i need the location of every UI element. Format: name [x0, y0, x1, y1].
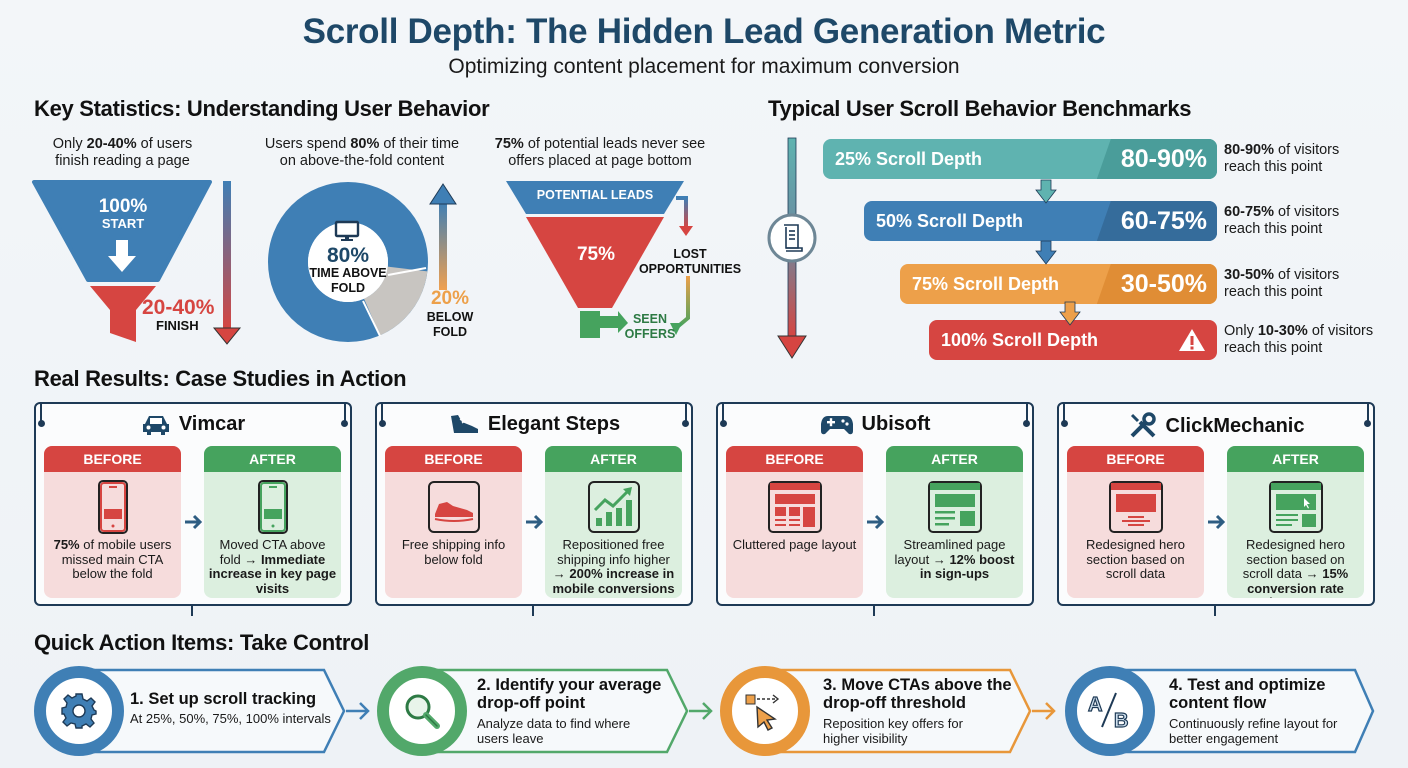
benchmark-bar-75: 75% Scroll Depth 30-50% — [900, 264, 1217, 304]
funnel-finish-label: FINISH — [156, 318, 199, 333]
after-panel: AFTER Streamlined page layout → 12% boos… — [886, 446, 1023, 598]
donut-center-value: 80% — [326, 244, 370, 267]
benchmark-bar-25: 25% Scroll Depth 80-90% — [823, 139, 1217, 179]
mobile-phone-icon — [257, 480, 288, 534]
benchmarks-heading: Typical User Scroll Behavior Benchmarks — [768, 96, 1192, 121]
page-title: Scroll Depth: The Hidden Lead Generation… — [302, 12, 1106, 51]
warning-icon — [1179, 329, 1205, 351]
donut-side-value: 20% — [430, 288, 470, 309]
right-arrow-icon — [867, 514, 885, 530]
page-subtitle: Optimizing content placement for maximum… — [448, 55, 960, 78]
before-panel: BEFORE Redesigned hero section based on … — [1067, 446, 1204, 598]
wrench-screwdriver-icon — [1130, 412, 1156, 438]
magnifier-icon — [405, 694, 440, 729]
donut-side-label: BELOW FOLD — [426, 310, 474, 339]
after-panel: AFTER Moved CTA above fold → Immediate i… — [204, 446, 341, 598]
clean-layout-icon — [927, 481, 982, 533]
seen-offers-label: SEEN OFFERS — [624, 312, 676, 341]
down-arrow-icon — [1035, 179, 1057, 204]
car-icon — [142, 416, 169, 435]
growth-chart-icon — [587, 481, 640, 533]
cluttered-layout-icon — [767, 481, 822, 533]
benchmark-bar-50: 50% Scroll Depth 60-75% — [864, 201, 1217, 241]
hero-click-icon — [1268, 481, 1323, 533]
case-card-elegant-steps: Elegant Steps BEFORE Free shipping info … — [375, 402, 693, 616]
case-card-vimcar: Vimcar BEFORE 75% of mobile users missed… — [34, 402, 352, 616]
down-arrow-icon — [1059, 301, 1081, 326]
funnel-caption: Only 20-40% of users finish reading a pa… — [52, 136, 193, 169]
svg-text:A: A — [1088, 694, 1102, 716]
right-arrow-icon — [1208, 514, 1226, 530]
sneaker-icon — [427, 481, 480, 533]
benchmark-note-50: 60-75% of visitors reach this point — [1224, 204, 1340, 237]
scroll-document-icon — [784, 224, 803, 252]
action-item-1: 1. Set up scroll tracking At 25%, 50%, 7… — [34, 666, 374, 756]
cursor-move-icon — [745, 694, 780, 731]
funnel-finish-value: 20-40% — [142, 296, 215, 319]
right-arrow-icon — [526, 514, 544, 530]
before-panel: BEFORE Cluttered page layout — [726, 446, 863, 598]
leads-top-label: POTENTIAL LEADS — [536, 188, 654, 202]
shoe-icon — [450, 415, 478, 433]
lost-opportunities-label: LOST OPPORTUNITIES — [638, 247, 742, 276]
key-stats-heading: Key Statistics: Understanding User Behav… — [34, 96, 490, 121]
gear-icon — [61, 693, 97, 729]
leads-center-value: 75% — [576, 244, 616, 265]
benchmark-note-25: 80-90% of visitors reach this point — [1224, 142, 1340, 175]
case-card-ubisoft: Ubisoft BEFORE Cluttered page layout AFT… — [716, 402, 1034, 616]
donut-caption: Users spend 80% of their time on above-t… — [264, 136, 460, 169]
mobile-phone-icon — [97, 480, 128, 534]
benchmark-note-100: Only 10-30% of visitors reach this point — [1224, 323, 1374, 356]
benchmark-note-75: 30-50% of visitors reach this point — [1224, 267, 1340, 300]
leads-caption: 75% of potential leads never see offers … — [494, 136, 706, 169]
benchmark-bar-100: 100% Scroll Depth — [929, 320, 1217, 360]
action-item-2: 2. Identify your average drop-off point … — [377, 666, 717, 756]
svg-text:B: B — [1114, 710, 1128, 732]
donut-center-label: TIME ABOVE FOLD — [309, 266, 387, 295]
gamepad-icon — [820, 416, 853, 435]
action-item-3: 3. Move CTAs above the drop-off threshol… — [720, 666, 1060, 756]
after-panel: AFTER Repositioned free shipping info hi… — [545, 446, 682, 598]
hero-section-icon — [1108, 481, 1163, 533]
down-arrow-icon — [1035, 240, 1057, 265]
before-panel: BEFORE 75% of mobile users missed main C… — [44, 446, 181, 598]
actions-heading: Quick Action Items: Take Control — [34, 630, 370, 655]
before-panel: BEFORE Free shipping info below fold — [385, 446, 522, 598]
funnel-graphic — [32, 180, 242, 345]
leads-funnel-graphic — [506, 181, 693, 338]
funnel-start-value: 100% — [98, 196, 148, 217]
funnel-start-label: START — [101, 216, 145, 231]
monitor-icon — [334, 220, 360, 241]
ab-test-icon: AB — [1087, 692, 1129, 733]
scroll-progress-arrow — [767, 137, 817, 359]
case-studies-heading: Real Results: Case Studies in Action — [34, 366, 407, 391]
case-card-clickmechanic: ClickMechanic BEFORE Redesigned hero sec… — [1057, 402, 1375, 616]
right-arrow-icon — [185, 514, 203, 530]
donut-chart — [268, 182, 457, 342]
after-panel: AFTER Redesigned hero section based on s… — [1227, 446, 1364, 598]
